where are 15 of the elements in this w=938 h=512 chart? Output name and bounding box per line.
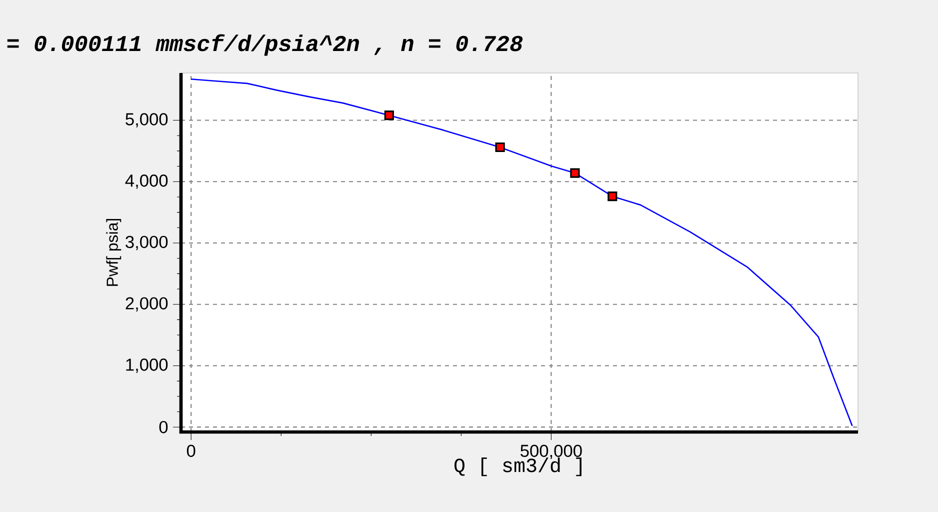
y-axis-title: Pwf[ psia] <box>106 218 122 286</box>
y-tick-label: 3,000 <box>126 236 168 250</box>
x-tick-label: 500,000 <box>520 444 582 460</box>
line-series <box>190 78 853 427</box>
y-tick-label: 0 <box>159 420 168 434</box>
point <box>384 110 394 120</box>
y-tick-label: 2,000 <box>126 297 168 312</box>
chart-title: = 0.000111 mmscf/d/psia^2n , n = 0.728 <box>7 34 523 56</box>
y-tick-label: 5,000 <box>126 113 168 128</box>
x-axis-title: Q [ sm3/d ] <box>454 458 582 476</box>
point <box>570 168 580 178</box>
point <box>495 142 505 152</box>
y-tick-label: 4,000 <box>125 174 168 189</box>
y-tick-label: 1,000 <box>126 358 168 373</box>
point <box>608 192 618 202</box>
